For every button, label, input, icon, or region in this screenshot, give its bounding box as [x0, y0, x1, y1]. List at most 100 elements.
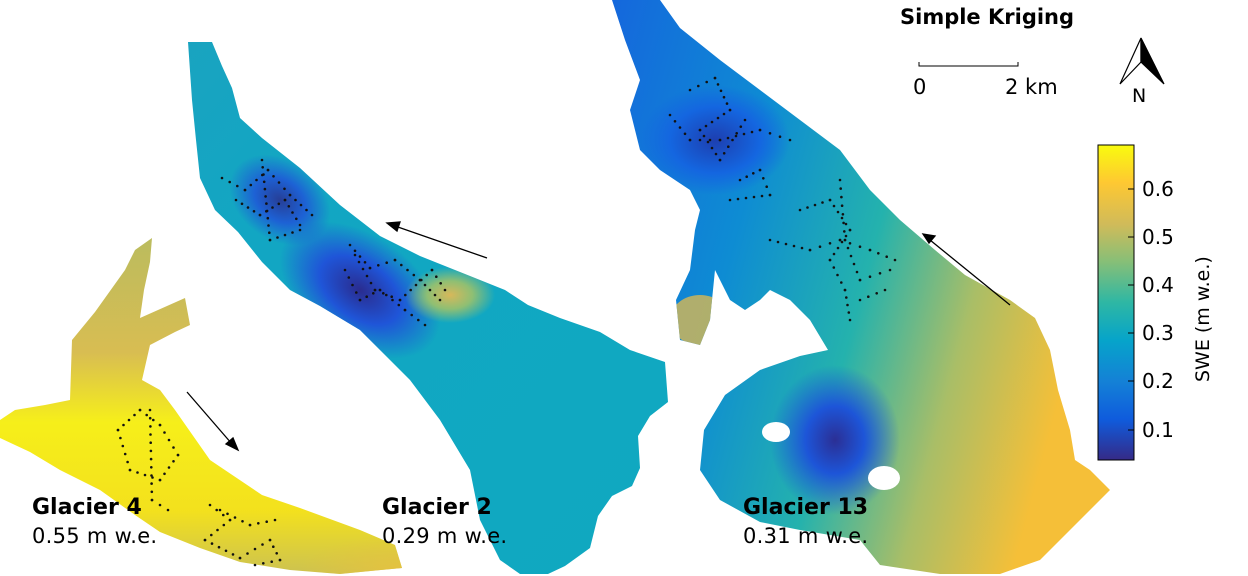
survey-point: [224, 549, 228, 553]
survey-point: [718, 158, 722, 162]
survey-point: [843, 288, 847, 292]
survey-point: [758, 168, 762, 172]
scale-bar: [918, 62, 1019, 67]
glacier-4-mean-swe: 0.55 m w.e.: [32, 524, 158, 548]
survey-point: [121, 444, 125, 448]
survey-point: [176, 453, 180, 457]
survey-point: [299, 203, 303, 207]
survey-point: [867, 295, 870, 299]
survey-point: [355, 291, 358, 294]
survey-point: [270, 560, 274, 563]
survey-point: [249, 183, 253, 187]
survey-point: [363, 261, 367, 264]
glacier-2-flow-arrow: [394, 225, 488, 259]
scale-start-label: 0: [913, 75, 927, 99]
survey-point: [228, 518, 232, 522]
survey-point: [138, 408, 142, 412]
survey-point: [722, 95, 726, 99]
flow-arrows: [186, 221, 1011, 452]
survey-point: [246, 206, 250, 209]
survey-point: [839, 187, 842, 190]
survey-point: [752, 195, 756, 199]
survey-point: [840, 195, 843, 199]
survey-point: [119, 436, 122, 440]
survey-point: [265, 520, 269, 523]
survey-point: [150, 466, 153, 469]
survey-point: [877, 252, 880, 255]
survey-point: [150, 474, 153, 477]
survey-point: [385, 293, 388, 297]
survey-point: [218, 508, 222, 512]
survey-point: [768, 132, 772, 135]
survey-point: [236, 184, 239, 188]
survey-point: [222, 523, 226, 527]
survey-point: [149, 425, 152, 428]
survey-point: [369, 281, 373, 285]
colorbar: [1097, 144, 1135, 461]
map-title: Simple Kriging: [900, 5, 1075, 29]
survey-point: [713, 76, 717, 80]
survey-point: [768, 238, 772, 242]
survey-point: [291, 231, 294, 234]
survey-point: [410, 313, 414, 317]
survey-point: [847, 311, 851, 314]
survey-point: [838, 238, 842, 242]
survey-points: [116, 76, 897, 567]
survey-point: [688, 138, 692, 142]
survey-point: [240, 202, 244, 206]
survey-point: [217, 545, 221, 549]
survey-point: [208, 503, 212, 507]
survey-point: [305, 208, 308, 212]
survey-point: [365, 295, 369, 299]
survey-point: [722, 112, 726, 116]
survey-point: [710, 146, 714, 150]
survey-point: [768, 193, 772, 197]
survey-point: [283, 187, 286, 191]
survey-point: [425, 273, 429, 277]
survey-point: [697, 84, 700, 88]
survey-point: [828, 242, 832, 245]
survey-point: [347, 276, 351, 279]
survey-point: [266, 216, 270, 220]
survey-point: [116, 428, 120, 432]
survey-point: [893, 258, 897, 262]
survey-point: [353, 249, 357, 253]
survey-point: [762, 177, 765, 180]
survey-point: [705, 80, 708, 84]
survey-point: [263, 187, 267, 191]
survey-point: [855, 270, 859, 274]
survey-point: [265, 209, 269, 213]
survey-point: [714, 152, 718, 156]
survey-point: [166, 508, 170, 512]
survey-point: [233, 516, 237, 519]
survey-point: [351, 283, 354, 287]
survey-point: [716, 83, 720, 86]
survey-point: [216, 528, 219, 532]
survey-point: [400, 263, 403, 267]
glacier-13-mean-swe: 0.31 m w.e.: [743, 524, 869, 548]
survey-point: [128, 468, 132, 472]
colorbar-tick: 0.5: [1142, 225, 1174, 249]
survey-point: [143, 473, 147, 477]
survey-point: [373, 288, 377, 292]
survey-point: [838, 178, 842, 182]
glacier-13-arrowhead: [921, 233, 937, 245]
survey-point: [238, 556, 242, 560]
survey-point: [261, 166, 265, 169]
survey-point: [158, 478, 162, 482]
survey-point: [151, 476, 154, 479]
survey-point: [287, 205, 291, 208]
colorbar-tick: 0.4: [1142, 273, 1174, 297]
survey-point: [818, 245, 822, 248]
survey-point: [668, 113, 672, 117]
survey-point: [149, 457, 153, 461]
survey-point: [298, 228, 302, 232]
survey-point: [868, 275, 872, 279]
colorbar-tick: 0.6: [1142, 177, 1174, 201]
survey-point: [158, 423, 162, 427]
survey-point: [365, 274, 369, 278]
survey-point: [343, 268, 347, 272]
survey-point: [215, 508, 218, 512]
survey-point: [776, 240, 780, 244]
survey-point: [841, 213, 845, 216]
